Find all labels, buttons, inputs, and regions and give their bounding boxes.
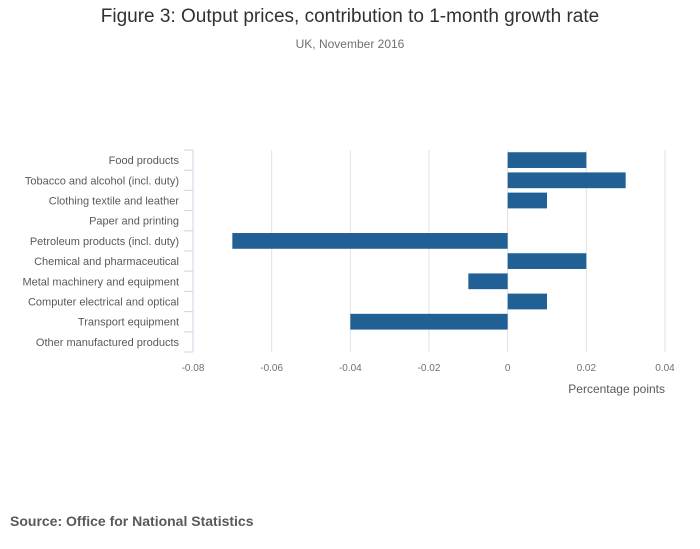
category-label: Metal machinery and equipment [22,276,179,288]
x-axis-title: Percentage points [568,382,665,396]
bar [507,152,587,168]
bar [350,313,508,330]
x-tick-label: -0.08 [182,363,205,374]
bar [507,293,547,310]
category-label: Computer electrical and optical [28,297,179,309]
bar [232,233,508,249]
category-label: Petroleum products (incl. duty) [30,236,179,248]
y-axis [184,149,194,353]
bar [507,192,547,209]
category-label: Food products [109,155,180,167]
category-label: Transport equipment [78,317,179,329]
bar [507,253,587,269]
x-tick-labels: -0.08 -0.06 -0.04 -0.02 0 0.02 0.04 [182,363,676,374]
x-tick-label: -0.02 [418,363,441,374]
category-label: Clothing textile and leather [49,196,180,208]
x-tick-label: -0.04 [339,363,362,374]
bar [468,273,508,290]
category-label: Paper and printing [89,216,179,228]
source-note: Source: Office for National Statistics [10,513,254,529]
category-label: Chemical and pharmaceutical [34,256,179,268]
chart-title: Figure 3: Output prices, contribution to… [100,6,600,27]
x-tick-label: -0.06 [260,363,283,374]
x-tick-label: 0.04 [655,363,675,374]
chart-subtitle: UK, November 2016 [295,37,405,51]
bar [507,172,626,189]
x-tick-label: 0 [505,363,511,374]
x-tick-label: 0.02 [577,363,597,374]
category-labels: Food products Tobacco and alcohol (incl. … [22,155,179,349]
category-label: Tobacco and alcohol (incl. duty) [25,175,179,187]
bars [232,152,626,330]
category-label: Other manufactured products [36,337,180,349]
